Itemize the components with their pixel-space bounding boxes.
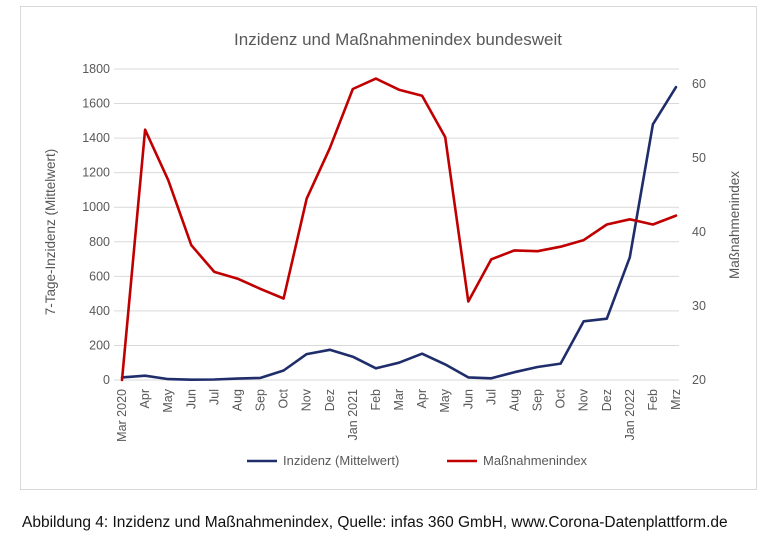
y-axis-left: 0 200 400 600 800 1000 1200 1400 1600 1800 xyxy=(82,62,110,387)
y-tick-label: 400 xyxy=(89,304,110,318)
chart: Inzidenz und Maßnahmenindex bundesweit 0… xyxy=(43,30,742,468)
y-tick-label: 800 xyxy=(89,235,110,249)
x-tick-label: Dez xyxy=(323,389,337,411)
series-line-massnahmenindex xyxy=(120,77,678,382)
x-tick-label: May xyxy=(161,388,175,412)
x-tick-label: Mrz xyxy=(669,389,683,410)
figure-caption: Abbildung 4: Inzidenz und Maßnahmenindex… xyxy=(22,514,728,531)
x-tick-label: Nov xyxy=(300,388,314,411)
y2-tick-label: 50 xyxy=(692,151,706,165)
y-tick-label: 1000 xyxy=(82,200,110,214)
legend-label: Maßnahmenindex xyxy=(483,453,588,468)
x-tick-label: Aug xyxy=(230,389,244,411)
y-tick-label: 200 xyxy=(89,338,110,352)
x-tick-label: Sep xyxy=(531,389,545,411)
x-tick-label: Jul xyxy=(484,389,498,405)
x-tick-label: Apr xyxy=(138,389,152,408)
legend: Inzidenz (Mittelwert) Maßnahmenindex xyxy=(247,453,588,468)
y-tick-label: 600 xyxy=(89,269,110,283)
y-tick-label: 0 xyxy=(103,373,110,387)
x-tick-label: Feb xyxy=(646,389,660,411)
y2-tick-label: 60 xyxy=(692,77,706,91)
y2-tick-label: 40 xyxy=(692,225,706,239)
chart-title: Inzidenz und Maßnahmenindex bundesweit xyxy=(234,30,562,49)
x-tick-label: Oct xyxy=(277,388,291,408)
x-axis: Mar 2020 Apr May Jun Jul Aug Sep Oct Nov Dez Jan 2… xyxy=(115,388,683,442)
y-tick-label: 1400 xyxy=(82,131,110,145)
y2-tick-label: 20 xyxy=(692,373,706,387)
x-tick-label: Jun xyxy=(184,389,198,409)
x-tick-label: Aug xyxy=(507,389,521,411)
series-lines xyxy=(120,77,678,382)
y2-tick-label: 30 xyxy=(692,299,706,313)
x-tick-label: Sep xyxy=(254,389,268,411)
y-tick-label: 1800 xyxy=(82,62,110,76)
legend-label: Inzidenz (Mittelwert) xyxy=(283,453,399,468)
y-axis-title: 7-Tage-Inzidenz (Mittelwert) xyxy=(43,149,58,316)
y2-axis-title: Maßnahmenindex xyxy=(727,171,742,279)
x-tick-label: Jan 2021 xyxy=(346,389,360,440)
x-tick-label: Apr xyxy=(415,389,429,408)
x-tick-label: May xyxy=(438,388,452,412)
x-tick-label: Mar 2020 xyxy=(115,389,129,442)
series-line-inzidenz xyxy=(120,85,678,382)
x-tick-label: Jul xyxy=(207,389,221,405)
gridlines xyxy=(114,68,679,381)
x-tick-label: Feb xyxy=(369,389,383,411)
x-tick-label: Nov xyxy=(577,388,591,411)
y-tick-label: 1600 xyxy=(82,97,110,111)
y-axis-right: 20 30 40 50 60 xyxy=(692,77,706,387)
y-tick-label: 1200 xyxy=(82,166,110,180)
x-tick-label: Jan 2022 xyxy=(623,389,637,440)
x-tick-label: Mar xyxy=(392,389,406,411)
x-tick-label: Oct xyxy=(554,388,568,408)
chart-frame: Inzidenz und Maßnahmenindex bundesweit 0… xyxy=(20,6,757,490)
x-tick-label: Dez xyxy=(600,389,614,411)
x-tick-label: Jun xyxy=(461,389,475,409)
